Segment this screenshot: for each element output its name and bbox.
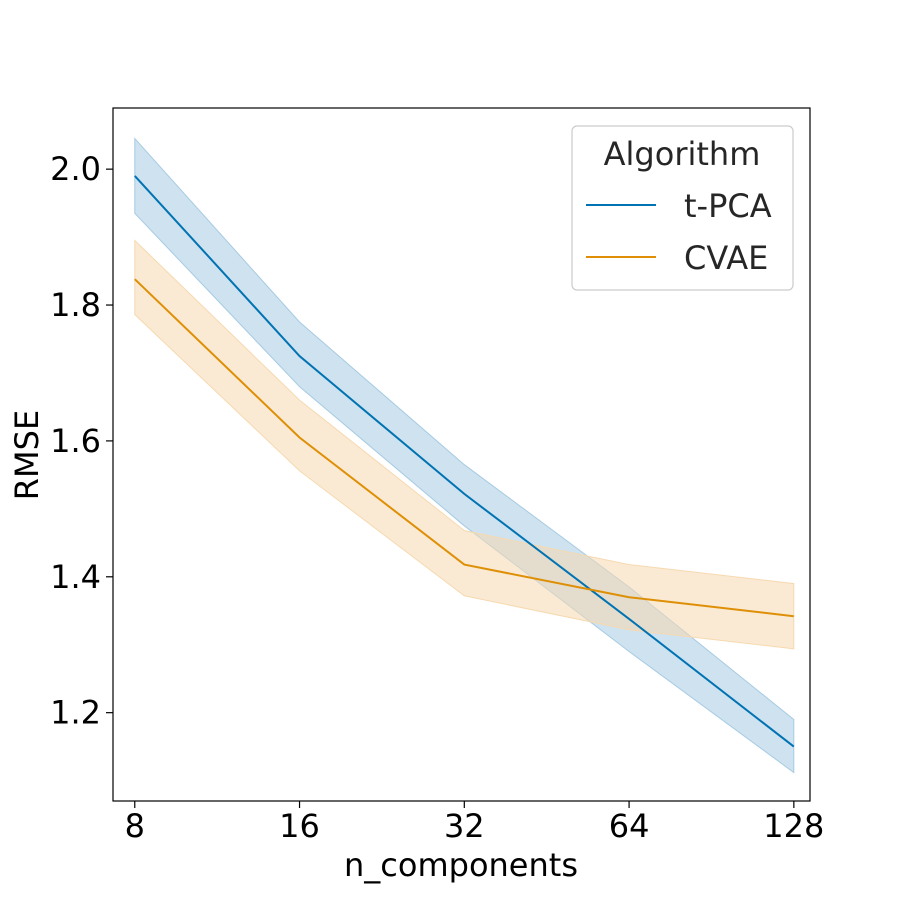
x-axis-ticks: 8 16 32 64 128 (125, 801, 824, 845)
y-tick-label: 1.8 (50, 286, 101, 324)
x-tick-label: 8 (125, 807, 145, 845)
line-t-pca (134, 175, 795, 748)
x-tick-label: 16 (279, 807, 320, 845)
plot-area-frame (112, 107, 811, 802)
legend-label-cvae: CVAE (684, 239, 768, 277)
legend-title: Algorithm (604, 135, 761, 173)
legend-box (571, 125, 794, 291)
series-lines (134, 175, 795, 748)
y-axis-ticks: 1.2 1.4 1.6 1.8 2.0 (50, 150, 113, 732)
line-cvae (134, 278, 794, 618)
x-axis-label: n_components (344, 846, 578, 884)
x-tick-label: 128 (763, 807, 824, 845)
y-tick-label: 1.4 (50, 558, 101, 596)
x-tick-label: 32 (444, 807, 485, 845)
y-tick-label: 1.2 (50, 694, 101, 732)
legend: Algorithm t-PCA CVAE (571, 125, 794, 291)
y-tick-label: 1.6 (50, 422, 101, 460)
x-tick-label: 64 (609, 807, 650, 845)
legend-label-t-pca: t-PCA (684, 187, 772, 225)
y-tick-label: 2.0 (50, 150, 101, 188)
y-axis-label: RMSE (8, 410, 46, 500)
